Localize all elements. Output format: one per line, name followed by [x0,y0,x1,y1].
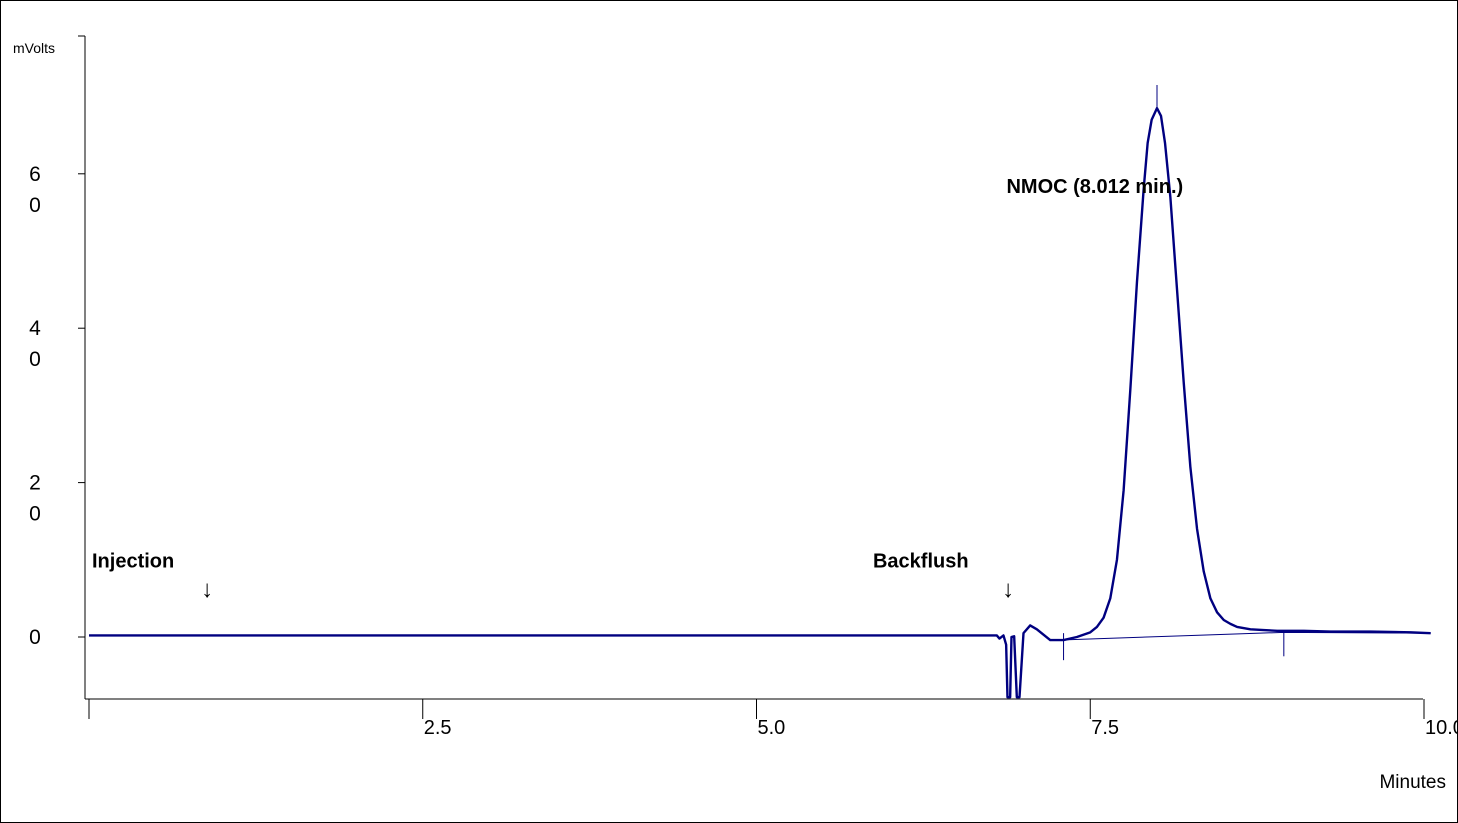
annotation-arrow: ↓ [1002,576,1014,603]
y-tick-label: 2 [29,472,41,495]
x-axis-ticks: 2.5 5.0 7.5 10.0 [422,699,1457,739]
x-axis-title: Minutes [1379,772,1446,793]
signal-trace [89,106,1431,699]
x-tick-label: 7.5 [1091,717,1119,739]
y-tick-label: 4 [29,317,41,340]
x-tick-label: 2.5 [424,717,452,739]
y-tick-label: 0 [29,194,41,217]
annotations: NMOC (8.012 min.) Injection ↓ Backflush ↓ [92,176,1183,603]
plot-area [89,85,1431,699]
y-axis-ticks: 6 0 4 0 2 0 0 [29,163,85,649]
x-tick-label: 5.0 [758,717,786,739]
x-tick-label: 10.0 [1425,717,1457,739]
annotation-label: Injection [92,551,174,573]
annotation-label: NMOC (8.012 min.) [1006,176,1183,198]
y-axis-title: mVolts [13,40,55,56]
y-tick-label: 6 [29,163,41,186]
y-tick-label: 0 [29,626,41,649]
y-tick-label: 0 [29,503,41,526]
y-tick-label: 0 [29,348,41,371]
annotation-arrow: ↓ [201,576,213,603]
axes [78,35,1423,719]
annotation-label: Backflush [873,551,969,573]
integration-baseline [1056,631,1431,641]
